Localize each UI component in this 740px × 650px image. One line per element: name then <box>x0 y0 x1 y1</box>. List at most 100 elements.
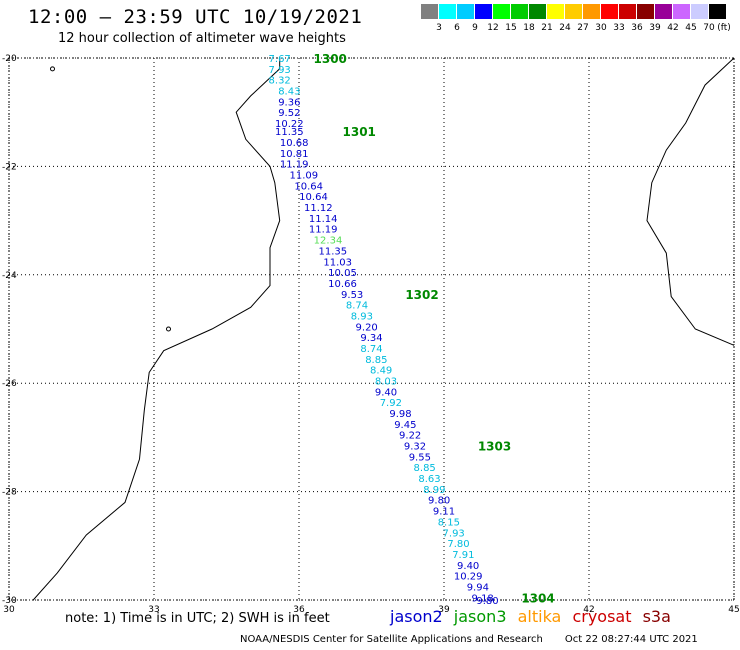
wave-height-label: 7.80 <box>447 539 469 550</box>
legend-altika: altika <box>517 607 562 626</box>
chart-title: 12:00 — 23:59 UTC 10/19/2021 <box>28 6 363 28</box>
scale-label: 18 <box>523 23 535 33</box>
lat-tick-label: -26 <box>2 379 17 389</box>
scale-label: 42 <box>667 23 679 33</box>
scale-swatch <box>511 4 528 19</box>
scale-swatch <box>673 4 690 19</box>
wave-height-label: 7.91 <box>452 550 474 561</box>
wave-height-label: 9.45 <box>394 420 416 431</box>
wave-height-label: 11.35 <box>319 246 348 257</box>
wave-height-label: 8.99 <box>423 485 445 496</box>
scale-label: 30 <box>595 23 607 33</box>
scale-swatch <box>421 4 438 19</box>
wave-height-label: 9.22 <box>399 431 421 442</box>
wave-height-label: 10.68 <box>280 138 309 149</box>
scale-swatch <box>457 4 474 19</box>
wave-height-label: 11.14 <box>309 214 338 225</box>
lat-tick-label: -20 <box>2 54 17 64</box>
chart-subtitle: 12 hour collection of altimeter wave hei… <box>58 31 346 46</box>
lon-tick-label: 42 <box>583 605 594 615</box>
scale-label: 45 <box>685 23 697 33</box>
wave-height-label: 8.63 <box>418 474 440 485</box>
scale-swatch <box>709 4 726 19</box>
scale-swatch <box>493 4 510 19</box>
wave-height-label: 10.66 <box>328 279 357 290</box>
wave-height-label: 9.94 <box>467 582 489 593</box>
coastline <box>32 57 735 601</box>
wave-height-label: 10.64 <box>294 181 323 192</box>
scale-swatch <box>691 4 708 19</box>
lon-tick-label: 39 <box>438 605 450 615</box>
scale-label: 27 <box>577 23 589 33</box>
island-marker <box>50 66 55 72</box>
legend-cryosat: cryosat <box>572 607 632 626</box>
pass-label: 1300 <box>314 52 347 66</box>
graticule <box>8 57 735 601</box>
madagascar-coastline <box>646 57 735 346</box>
scale-label: 39 <box>649 23 661 33</box>
scale-swatch <box>601 4 618 19</box>
scale-label: 3 <box>436 23 442 33</box>
wave-height-label: 11.03 <box>323 257 352 268</box>
pass-label: 1301 <box>343 125 376 139</box>
lon-tick-label: 45 <box>728 605 739 615</box>
wave-height-label: 12.34 <box>314 236 343 247</box>
scale-label: 21 <box>541 23 553 33</box>
scale-swatch <box>529 4 546 19</box>
legend-jason2: jason2 <box>390 607 443 626</box>
island-marker <box>166 326 171 332</box>
wave-height-label: 7.93 <box>269 65 291 76</box>
axis-ticks: 30 33 36 39 42 45 -20 -22 -24 -26 -28 -30 <box>2 54 740 615</box>
scale-label: 70 <box>703 23 715 33</box>
wave-height-label: 10.29 <box>454 572 483 583</box>
map-frame <box>8 57 735 601</box>
scale-label: 24 <box>559 23 571 33</box>
pass-label: 1304 <box>521 591 554 605</box>
wave-height-label: 7.67 <box>269 54 291 65</box>
scale-swatch <box>475 4 492 19</box>
wave-height-label: 9.80 <box>428 496 450 507</box>
wave-height-label: 11.19 <box>280 160 309 171</box>
lat-tick-label: -28 <box>2 488 17 498</box>
scale-label: 9 <box>472 23 478 33</box>
wave-height-labels: 7.677.938.328.439.369.5210.2211.3510.681… <box>269 54 499 607</box>
note-text: note: 1) Time is in UTC; 2) SWH is in fe… <box>65 611 330 626</box>
lon-tick-label: 33 <box>148 605 159 615</box>
wave-height-label: 9.18 <box>472 593 494 604</box>
wave-height-label: 10.64 <box>299 192 328 203</box>
wave-height-label: 9.52 <box>278 108 300 119</box>
credit-text: NOAA/NESDIS Center for Satellite Applica… <box>240 634 543 645</box>
wave-height-label: 9.20 <box>356 322 378 333</box>
lat-tick-label: -24 <box>2 271 17 281</box>
wave-height-label: 7.92 <box>380 398 402 409</box>
scale-swatch <box>565 4 582 19</box>
scale-label: 33 <box>613 23 625 33</box>
wave-height-label: 11.35 <box>275 127 304 138</box>
wave-height-label: 8.74 <box>360 344 382 355</box>
wave-height-label: 8.03 <box>375 376 397 387</box>
wave-height-label: 8.32 <box>269 76 291 87</box>
credit-line: NOAA/NESDIS Center for Satellite Applica… <box>240 634 698 645</box>
wave-height-label: 11.09 <box>290 171 319 182</box>
pass-labels: 1300 1301 1302 1303 1304 <box>314 52 555 605</box>
wave-height-label: 9.40 <box>457 561 479 572</box>
wave-height-label: 9.40 <box>375 387 397 398</box>
wave-height-label: 10.05 <box>328 268 357 279</box>
scale-swatch <box>547 4 564 19</box>
scale-swatch <box>619 4 636 19</box>
scale-swatch <box>637 4 654 19</box>
africa-coastline <box>32 58 281 601</box>
wave-height-label: 8.15 <box>438 517 460 528</box>
scale-swatch <box>655 4 672 19</box>
wave-height-label: 9.55 <box>409 452 431 463</box>
lat-tick-label: -30 <box>2 596 17 606</box>
wave-height-label: 8.85 <box>414 463 436 474</box>
credit-timestamp: Oct 22 08:27:44 UTC 2021 <box>564 634 698 645</box>
wave-height-label: 8.43 <box>278 87 300 98</box>
scale-swatch <box>583 4 600 19</box>
scale-swatch <box>439 4 456 19</box>
wave-height-label: 8.74 <box>346 301 368 312</box>
wave-height-label: 9.11 <box>433 507 455 518</box>
wave-height-label: 11.19 <box>309 225 338 236</box>
